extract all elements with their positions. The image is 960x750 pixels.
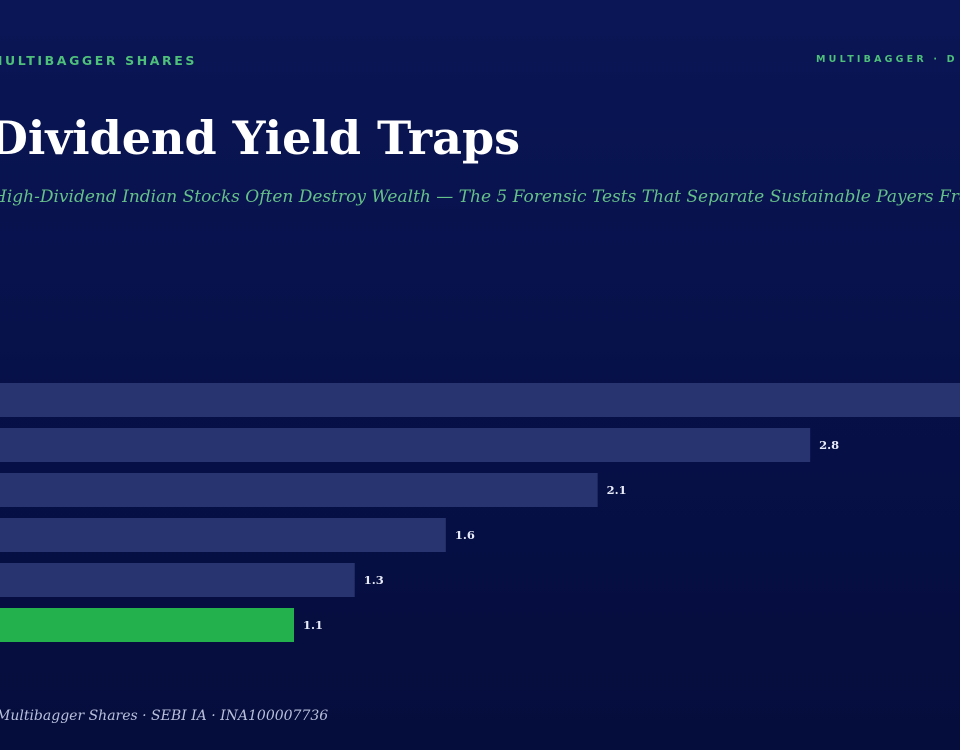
bar xyxy=(0,518,446,552)
bar-value-label: 1.3 xyxy=(364,573,384,587)
bar-value-label: 2.1 xyxy=(607,483,627,497)
bar xyxy=(0,428,811,462)
footer-credit: Multibagger Shares · SEBI IA · INA100007… xyxy=(0,708,329,724)
bar-value-label: 2.8 xyxy=(819,438,839,452)
bar-value-label: 1.6 xyxy=(455,528,475,542)
bar xyxy=(0,563,355,597)
highlight-bar xyxy=(0,608,294,642)
page-title: Dividend Yield Traps xyxy=(0,111,521,165)
bar xyxy=(0,473,598,507)
brand-label: MULTIBAGGER SHARES xyxy=(0,53,198,68)
series-tag: MULTIBAGGER · D xyxy=(816,54,958,65)
bar xyxy=(0,383,960,417)
bar-value-label: 1.1 xyxy=(303,618,323,632)
page-subtitle: High-Dividend Indian Stocks Often Destro… xyxy=(0,187,960,207)
